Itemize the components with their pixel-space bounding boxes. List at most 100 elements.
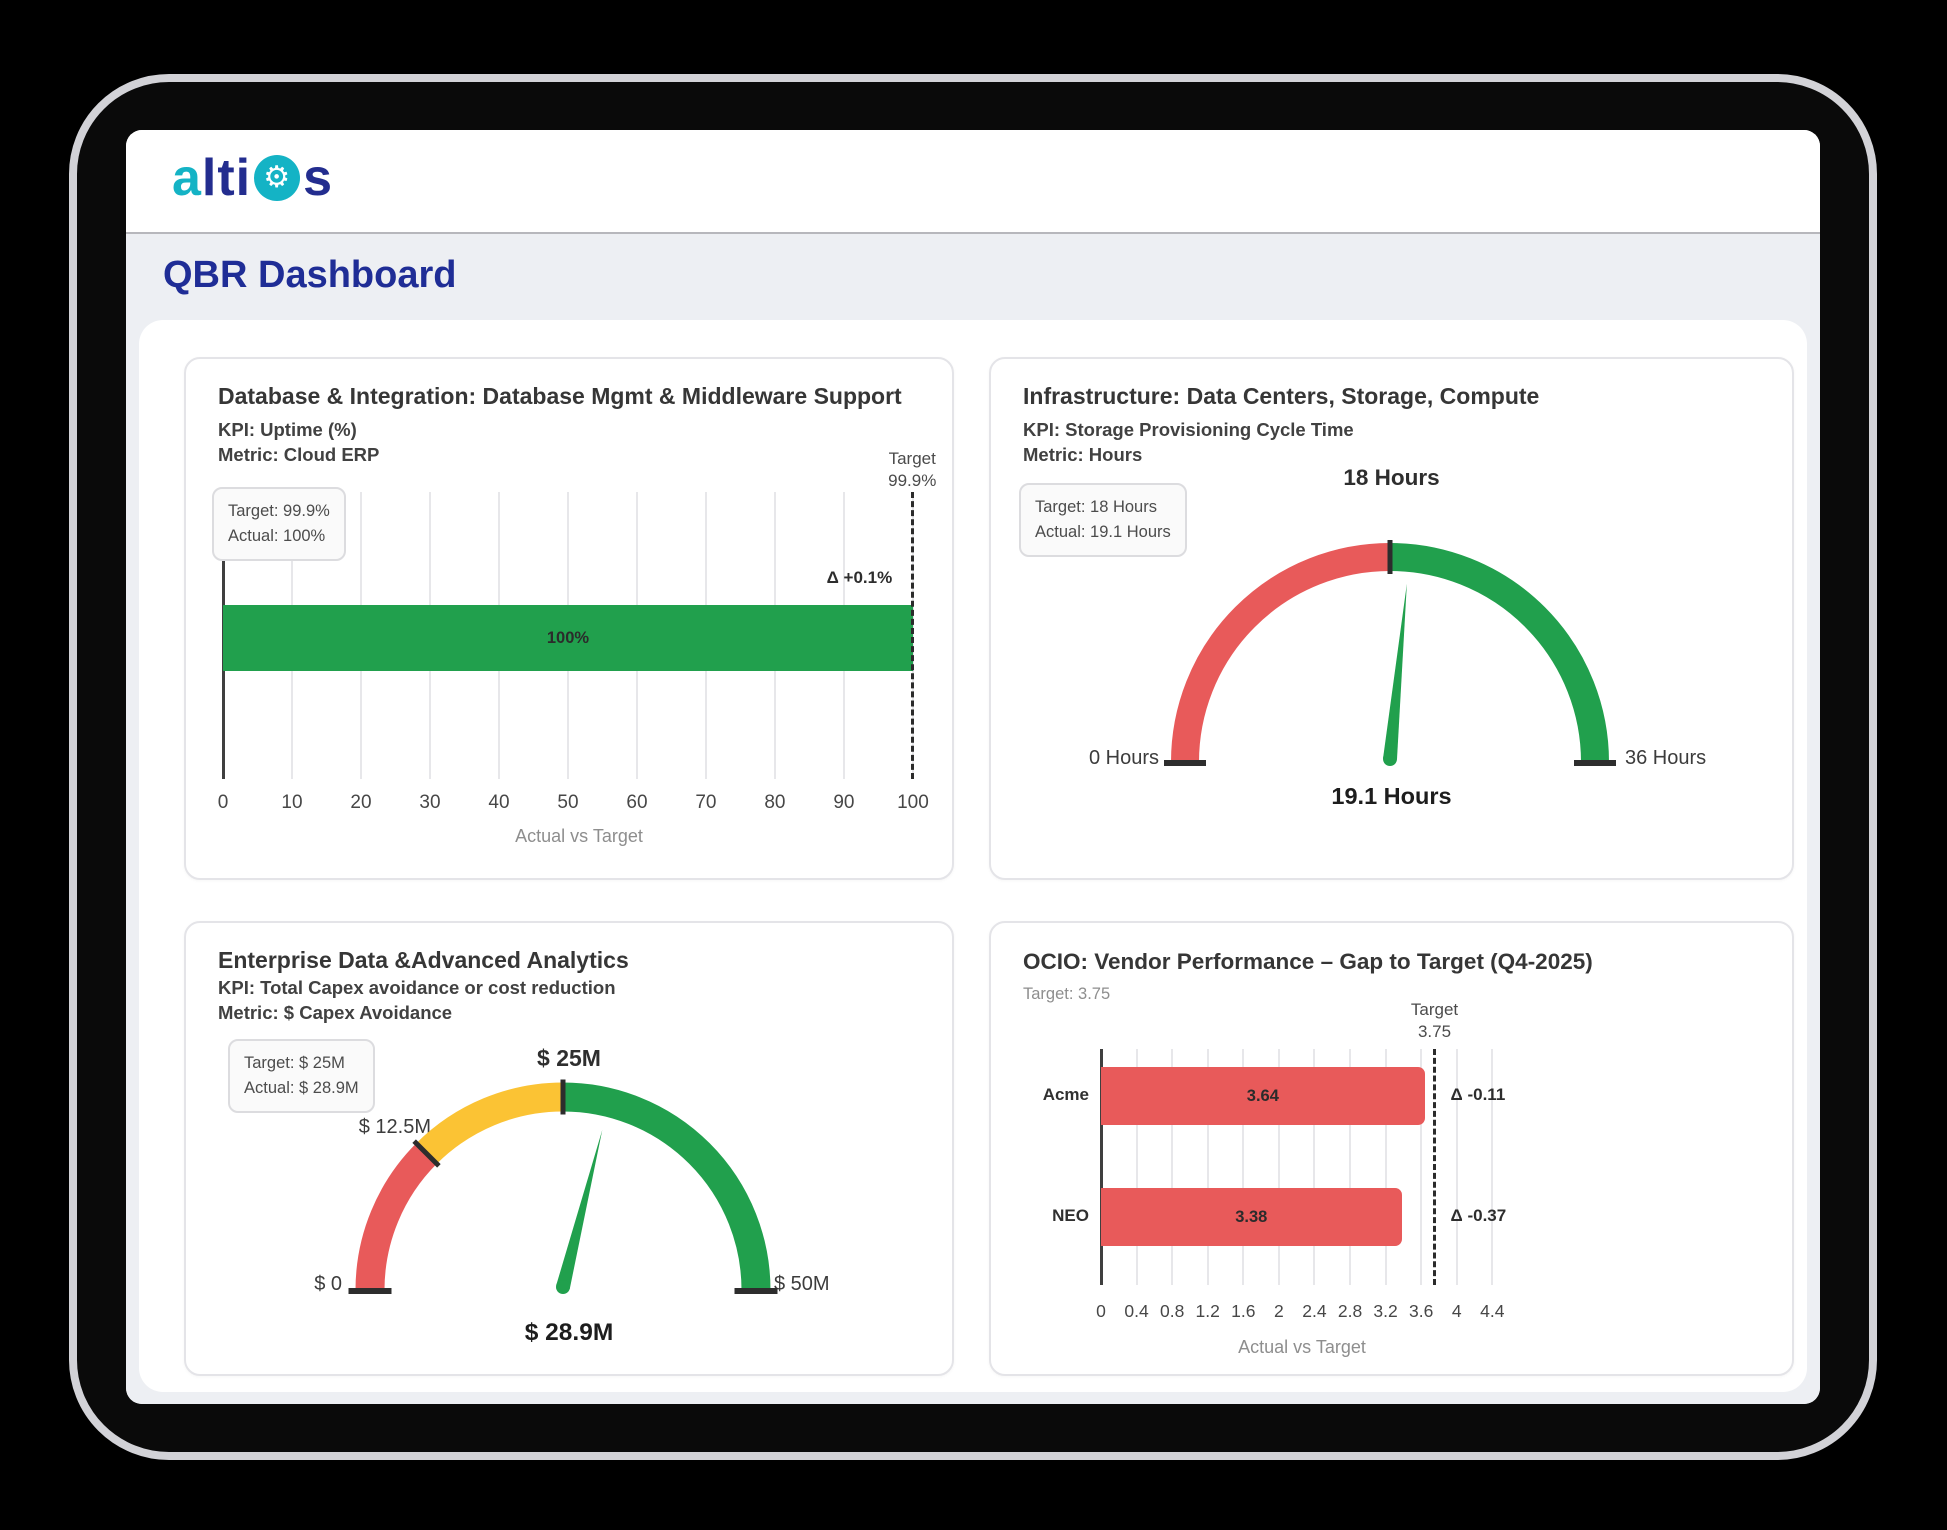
x-tick-label: 0 xyxy=(1096,1301,1106,1321)
bar-NEO: 3.38 xyxy=(1101,1188,1402,1246)
panel-kpi: KPI: Total Capex avoidance or cost reduc… xyxy=(218,977,616,998)
panel-ocio-vendor-performance: OCIO: Vendor Performance – Gap to Target… xyxy=(989,921,1794,1376)
actual-line-text: Actual: 19.1 Hours xyxy=(1035,522,1171,541)
bar-value-label: 3.38 xyxy=(1235,1207,1268,1226)
gridline xyxy=(1491,1049,1494,1285)
bar-Acme: 3.64 xyxy=(1101,1067,1425,1125)
x-tick-label: 30 xyxy=(419,792,441,813)
target-line-label-row: 99.9% xyxy=(888,471,937,491)
gauge-segment xyxy=(416,1082,564,1164)
x-tick-label: 40 xyxy=(488,792,510,813)
actual-line-text: Actual: $ 28.9M xyxy=(244,1078,359,1097)
gridline xyxy=(1313,1049,1316,1285)
logo-text-s: s xyxy=(303,149,334,207)
gauge-segment xyxy=(1389,543,1609,763)
gauge-max-label: $ 50M xyxy=(774,1273,830,1295)
vendor-bar-chart: 0 0.4 0.8 1.2 1.6 2 2.4 2.8 3.2 3.6 4 4.4 3.64 Acme Δ … xyxy=(1043,1000,1507,1357)
x-tick-label: 4.4 xyxy=(1480,1301,1505,1321)
x-tick-label: 100 xyxy=(897,792,929,813)
altios-logo: a lti ⚙ s xyxy=(172,152,333,204)
target-line-text: Target: 99.9% xyxy=(228,502,330,520)
target-actual-box: Target: 99.9% Actual: 100% xyxy=(212,487,346,561)
delta-label: Δ +0.1% xyxy=(826,568,893,587)
gauge-needle-base xyxy=(1383,752,1397,766)
category-label: NEO xyxy=(1052,1206,1089,1225)
category-label: Acme xyxy=(1042,1085,1089,1104)
gridline xyxy=(1277,1049,1280,1285)
gridline xyxy=(1206,1049,1209,1285)
x-tick-label: 1.2 xyxy=(1195,1301,1220,1321)
gauge-segment xyxy=(1171,543,1391,763)
x-tick-label: 2.8 xyxy=(1337,1301,1363,1321)
gauge-arc xyxy=(1164,540,1616,766)
gauge-needle-base xyxy=(556,1280,570,1294)
target-line xyxy=(1433,1049,1437,1285)
x-tick-label: 10 xyxy=(281,792,303,813)
panel-metric: Metric: Hours xyxy=(1023,444,1143,465)
delta-label: Δ -0.37 xyxy=(1450,1206,1507,1225)
gauge-needle xyxy=(1383,583,1407,760)
panel-title: Database & Integration: Database Mgmt & … xyxy=(218,383,902,409)
target-line-text: Target: $ 25M xyxy=(244,1054,345,1072)
logo-gear-icon: ⚙ xyxy=(254,155,301,201)
panel-infrastructure: Infrastructure: Data Centers, Storage, C… xyxy=(989,357,1794,880)
gauge-min-label: 0 Hours xyxy=(1088,747,1159,769)
panel-enterprise-data: Enterprise Data &Advanced Analytics KPI:… xyxy=(184,921,954,1376)
actual-line-text: Actual: 100% xyxy=(228,526,326,545)
panel-kpi: KPI: Uptime (%) xyxy=(218,419,357,440)
gauge-value-label: $ 28.9M xyxy=(524,1319,614,1346)
panel-kpi: KPI: Storage Provisioning Cycle Time xyxy=(1023,419,1354,440)
bar-value-label: 100% xyxy=(546,628,590,647)
x-tick-label: 2.4 xyxy=(1302,1301,1327,1321)
gridline xyxy=(1455,1049,1458,1285)
gridline xyxy=(1171,1049,1174,1285)
x-axis-label: Actual vs Target xyxy=(1238,1337,1366,1357)
x-tick-label: 3.2 xyxy=(1373,1301,1398,1321)
tablet-frame: a lti ⚙ s QBR Dashboard Database & Integ… xyxy=(69,74,1877,1460)
logo-text-a: a xyxy=(172,149,202,207)
bar-value-label: 3.64 xyxy=(1246,1086,1279,1105)
gauge-segment xyxy=(355,1143,437,1291)
gridline xyxy=(1384,1049,1387,1285)
x-tick-label: 0.4 xyxy=(1124,1301,1149,1321)
panel-title: Enterprise Data &Advanced Analytics xyxy=(218,947,629,973)
gridline xyxy=(1349,1049,1352,1285)
gauge-target-label: $ 25M xyxy=(537,1045,601,1071)
target-actual-box: Target: 18 Hours Actual: 19.1 Hours xyxy=(1019,483,1187,557)
panel-title: OCIO: Vendor Performance – Gap to Target… xyxy=(1023,949,1593,974)
gear-glyph: ⚙ xyxy=(263,161,292,194)
panel-metric: Metric: Cloud ERP xyxy=(218,444,380,465)
target-line-label-row: Target xyxy=(888,449,936,468)
gridline xyxy=(1242,1049,1245,1285)
logo-text-lti: lti xyxy=(201,149,252,207)
page-title: QBR Dashboard xyxy=(163,254,457,296)
x-tick-label: 4 xyxy=(1451,1301,1462,1321)
delta-label: Δ -0.11 xyxy=(1450,1085,1506,1104)
panel-subtitle: Target: 3.75 xyxy=(1023,985,1111,1003)
x-tick-label: 1.6 xyxy=(1231,1301,1256,1321)
gauge-max-label: 36 Hours xyxy=(1625,747,1707,769)
gauge-segment xyxy=(562,1082,771,1291)
x-tick-label: 0 xyxy=(217,792,229,813)
gauge-needle xyxy=(556,1129,603,1289)
panel-database-integration: Database & Integration: Database Mgmt & … xyxy=(184,357,954,880)
target-line xyxy=(910,492,914,779)
x-tick-label: 0.8 xyxy=(1159,1301,1185,1321)
bar-Cloud ERP: 100% xyxy=(223,605,913,671)
target-line-label: Target 99.9% xyxy=(888,448,936,492)
gauge-arc xyxy=(348,1079,778,1294)
x-tick-label: 50 xyxy=(557,792,579,813)
y-axis-line xyxy=(1100,1049,1103,1285)
gauge-value-label: 19.1 Hours xyxy=(1331,783,1452,809)
gauge-target-label: 18 Hours xyxy=(1343,465,1440,490)
x-tick-label: 60 xyxy=(626,792,648,813)
x-tick-label: 70 xyxy=(695,792,717,813)
x-tick-label: 90 xyxy=(833,792,855,813)
target-line-label: Target 3.75 xyxy=(1411,999,1458,1043)
x-tick-label: 3.6 xyxy=(1409,1301,1434,1321)
gridline xyxy=(1420,1049,1423,1285)
x-tick-label: 2 xyxy=(1274,1301,1284,1321)
gauge-min-label: $ 0 xyxy=(314,1273,342,1295)
target-line-text: Target: 18 Hours xyxy=(1035,498,1157,516)
target-actual-box: Target: $ 25M Actual: $ 28.9M xyxy=(228,1039,375,1113)
